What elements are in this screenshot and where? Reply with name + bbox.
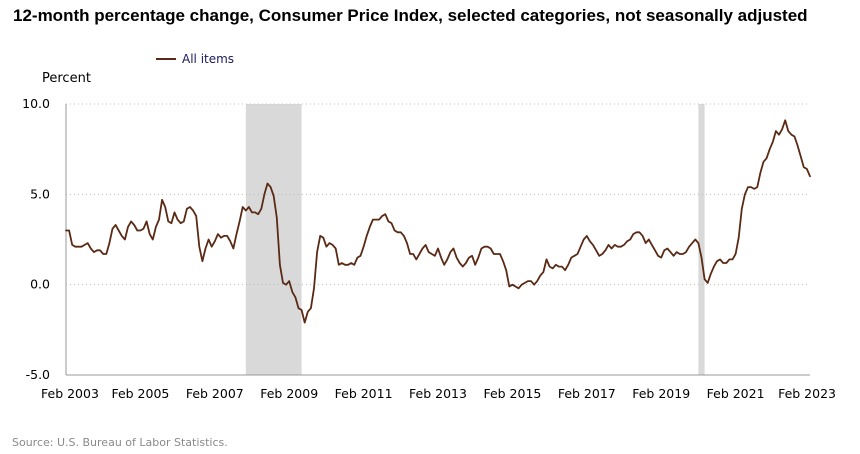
legend-label-all-items: All items bbox=[182, 52, 235, 66]
axes bbox=[65, 104, 810, 376]
recession-band-2 bbox=[698, 104, 705, 375]
y-tick-label: 0.0 bbox=[30, 277, 50, 292]
x-tick-label: Feb 2003 bbox=[41, 386, 99, 401]
x-tick-label: Feb 2011 bbox=[335, 386, 393, 401]
series bbox=[65, 119, 811, 324]
x-tick-label: Feb 2015 bbox=[483, 386, 541, 401]
recession-shading bbox=[245, 104, 705, 375]
source-note: Source: U.S. Bureau of Labor Statistics. bbox=[12, 436, 228, 449]
x-tick-label: Feb 2023 bbox=[778, 386, 836, 401]
tick-labels: 10.0 5.0 0.0 -5.0 Feb 2003 Feb 2005 Feb 2007 Fe… bbox=[22, 96, 836, 401]
y-tick-label: 10.0 bbox=[22, 96, 50, 111]
y-axis-label: Percent bbox=[42, 71, 91, 86]
x-tick-label: Feb 2005 bbox=[111, 386, 169, 401]
chart-title: 12-month percentage change, Consumer Pri… bbox=[13, 6, 808, 25]
x-tick-label: Feb 2021 bbox=[707, 386, 765, 401]
y-tick-label: 5.0 bbox=[30, 186, 50, 201]
legend: All items bbox=[156, 50, 234, 68]
series-line-all-items bbox=[65, 119, 811, 324]
x-tick-label: Feb 2017 bbox=[558, 386, 616, 401]
y-tick-label: -5.0 bbox=[26, 367, 50, 382]
x-tick-label: Feb 2019 bbox=[632, 386, 690, 401]
x-tick-label: Feb 2013 bbox=[409, 386, 467, 401]
legend-swatch-all-items bbox=[156, 58, 176, 60]
x-tick-label: Feb 2009 bbox=[260, 386, 318, 401]
recession-band-1 bbox=[245, 104, 302, 375]
gridlines bbox=[66, 103, 810, 286]
x-tick-label: Feb 2007 bbox=[186, 386, 244, 401]
